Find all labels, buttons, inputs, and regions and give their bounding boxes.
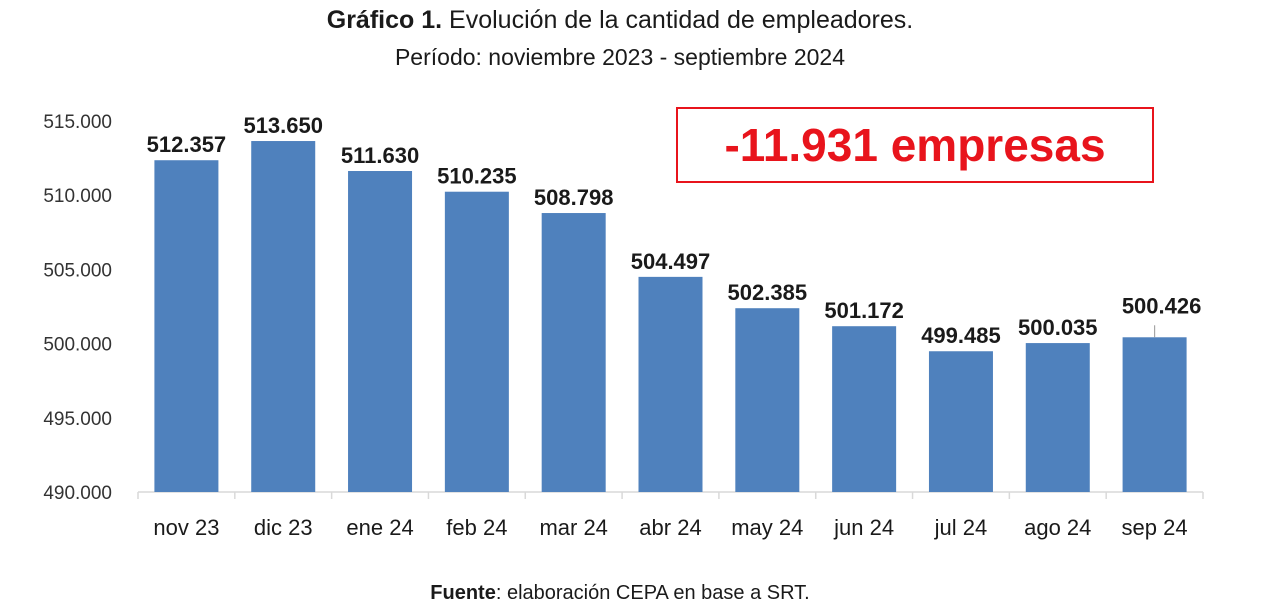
y-tick-label: 495.000 xyxy=(43,409,112,430)
x-tick-label: jun 24 xyxy=(833,515,894,540)
bar xyxy=(251,141,316,492)
data-label: 512.357 xyxy=(147,132,227,157)
y-tick-label: 510.000 xyxy=(43,186,112,207)
annotation-box: -11.931 empresas xyxy=(676,107,1154,183)
bar xyxy=(1025,343,1090,492)
bar xyxy=(928,351,993,492)
x-tick-label: nov 23 xyxy=(153,515,219,540)
x-tick-label: jul 24 xyxy=(934,515,988,540)
source-label: Fuente xyxy=(430,582,496,604)
chart-title-text: Evolución de la cantidad de empleadores. xyxy=(449,6,914,34)
bar xyxy=(154,160,219,493)
chart-title: Gráfico 1. Evolución de la cantidad de e… xyxy=(0,6,1240,35)
data-label: 504.497 xyxy=(631,249,711,274)
data-label: 508.798 xyxy=(534,185,614,210)
data-label: 500.426 xyxy=(1122,293,1202,318)
bar xyxy=(638,276,703,492)
y-tick-label: 515.000 xyxy=(43,112,112,133)
bar xyxy=(832,326,897,492)
x-tick-label: may 24 xyxy=(731,515,803,540)
x-tick-label: abr 24 xyxy=(639,515,701,540)
bar xyxy=(541,213,606,493)
data-label: 502.385 xyxy=(728,280,808,305)
bar xyxy=(348,171,413,492)
bar xyxy=(735,308,800,492)
x-tick-label: feb 24 xyxy=(446,515,507,540)
x-tick-label: mar 24 xyxy=(539,515,607,540)
x-tick-label: ene 24 xyxy=(346,515,413,540)
bar xyxy=(444,191,509,493)
bar xyxy=(1122,337,1187,492)
chart-subtitle: Período: noviembre 2023 - septiembre 202… xyxy=(394,44,846,70)
chart-source: Fuente: elaboración CEPA en base a SRT. xyxy=(0,582,1240,605)
y-tick-label: 500.000 xyxy=(43,335,112,356)
y-tick-label: 505.000 xyxy=(43,260,112,281)
chart-title-prefix: Gráfico 1. xyxy=(326,6,443,34)
x-tick-label: dic 23 xyxy=(254,515,313,540)
source-text: : elaboración CEPA en base a SRT. xyxy=(495,582,810,604)
data-label: 499.485 xyxy=(921,323,1001,348)
data-label: 510.235 xyxy=(437,164,517,189)
data-label: 500.035 xyxy=(1018,315,1098,340)
data-label: 501.172 xyxy=(824,298,904,323)
x-tick-label: ago 24 xyxy=(1024,515,1091,540)
x-tick-label: sep 24 xyxy=(1122,515,1188,540)
data-label: 513.650 xyxy=(243,113,323,138)
y-tick-label: 490.000 xyxy=(43,483,112,504)
data-label: 511.630 xyxy=(341,143,419,168)
